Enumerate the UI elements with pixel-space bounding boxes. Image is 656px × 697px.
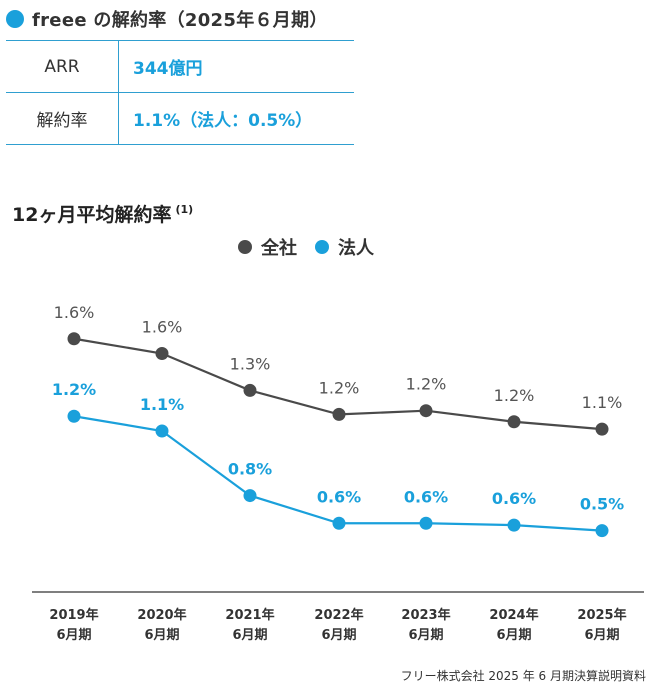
legend-item: 法人: [315, 234, 374, 260]
data-point: [332, 407, 346, 421]
x-tick-label: 2025年: [577, 607, 626, 623]
data-label: 0.5%: [580, 495, 624, 514]
x-tick-label: 6月期: [321, 628, 356, 643]
legend-marker-icon: [238, 240, 252, 254]
data-label: 1.2%: [319, 378, 360, 397]
data-label: 0.6%: [404, 487, 448, 506]
x-tick-label: 2019年: [49, 607, 98, 623]
x-tick-label: 2024年: [489, 607, 538, 623]
data-point: [507, 518, 521, 532]
data-point: [67, 409, 81, 423]
x-tick-label: 2021年: [225, 607, 274, 623]
data-label: 0.8%: [228, 460, 272, 479]
header-title: freee の解約率（2025年６月期）: [32, 10, 328, 31]
table-label: 解約率: [6, 92, 119, 145]
data-label: 1.3%: [230, 354, 271, 373]
x-tick-label: 6月期: [232, 628, 267, 643]
data-label: 1.6%: [54, 303, 95, 322]
data-label: 1.2%: [494, 386, 535, 405]
data-label: 1.1%: [582, 393, 623, 412]
x-tick-label: 2023年: [401, 607, 450, 623]
data-point: [595, 524, 609, 538]
data-point: [419, 516, 433, 530]
header: freee の解約率（2025年６月期）: [6, 4, 328, 34]
table-value: 1.1%（法人：0.5%）: [118, 92, 354, 145]
data-point: [595, 422, 609, 436]
legend-label: 全社: [261, 238, 297, 259]
data-point: [419, 404, 433, 418]
header-bullet-icon: [6, 10, 24, 28]
data-label: 0.6%: [492, 489, 536, 508]
x-tick-label: 6月期: [584, 628, 619, 643]
legend-item: 全社: [238, 234, 297, 260]
legend-label: 法人: [338, 238, 374, 259]
table-row: 解約率 1.1%（法人：0.5%）: [6, 92, 354, 145]
data-label: 0.6%: [317, 487, 361, 506]
table-label: ARR: [6, 40, 119, 93]
data-point: [243, 383, 257, 397]
data-point: [155, 347, 169, 361]
chart-title: 12ヶ月平均解約率 (1): [12, 200, 193, 227]
summary-table: ARR 344億円 解約率 1.1%（法人：0.5%）: [6, 40, 354, 145]
data-label: 1.2%: [52, 380, 96, 399]
x-tick-label: 6月期: [144, 628, 179, 643]
data-point: [155, 424, 169, 438]
data-label: 1.1%: [140, 395, 184, 414]
data-point: [332, 516, 346, 530]
chart-title-text: 12ヶ月平均解約率: [12, 204, 172, 226]
chart-legend: 全社 法人: [238, 234, 392, 260]
legend-marker-icon: [315, 240, 329, 254]
data-label: 1.6%: [142, 318, 183, 337]
x-tick-label: 2022年: [314, 607, 363, 623]
source-note: フリー株式会社 2025 年 6 月期決算説明資料: [400, 669, 646, 683]
x-tick-label: 6月期: [408, 628, 443, 643]
data-label: 1.2%: [406, 375, 447, 394]
chart-title-note: (1): [175, 203, 194, 216]
data-point: [507, 415, 521, 429]
table-row: ARR 344億円: [6, 40, 354, 93]
x-tick-label: 6月期: [496, 628, 531, 643]
data-point: [67, 332, 81, 346]
table-value: 344億円: [118, 40, 354, 93]
x-tick-label: 2020年: [137, 607, 186, 623]
x-tick-label: 6月期: [56, 628, 91, 643]
series-line-corporate: [73, 415, 603, 532]
data-point: [243, 489, 257, 503]
